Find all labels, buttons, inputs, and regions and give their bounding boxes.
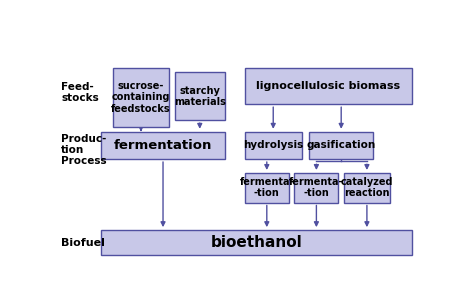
FancyBboxPatch shape — [112, 68, 169, 127]
FancyBboxPatch shape — [245, 132, 301, 159]
Text: Biofuel: Biofuel — [61, 238, 105, 248]
Text: hydrolysis: hydrolysis — [243, 140, 303, 150]
Text: lignocellulosic biomass: lignocellulosic biomass — [256, 81, 401, 91]
Text: gasification: gasification — [307, 140, 376, 150]
Text: sucrose-
containing
feedstocks: sucrose- containing feedstocks — [111, 81, 171, 113]
Text: bioethanol: bioethanol — [211, 235, 302, 250]
FancyBboxPatch shape — [245, 173, 289, 203]
Text: Produc-
tion
Process: Produc- tion Process — [61, 134, 107, 166]
FancyBboxPatch shape — [294, 173, 338, 203]
Text: fermentation: fermentation — [114, 139, 212, 152]
FancyBboxPatch shape — [309, 132, 374, 159]
Text: fermenta-
-tion: fermenta- -tion — [239, 177, 294, 198]
FancyBboxPatch shape — [245, 68, 412, 104]
Text: fermenta-
-tion: fermenta- -tion — [289, 177, 344, 198]
FancyBboxPatch shape — [344, 173, 390, 203]
Text: catalyzed
reaction: catalyzed reaction — [341, 177, 393, 198]
Text: starchy
materials: starchy materials — [174, 86, 226, 107]
Text: Feed-
stocks: Feed- stocks — [61, 82, 99, 103]
FancyBboxPatch shape — [175, 72, 225, 120]
FancyBboxPatch shape — [101, 230, 412, 255]
FancyBboxPatch shape — [101, 132, 225, 159]
